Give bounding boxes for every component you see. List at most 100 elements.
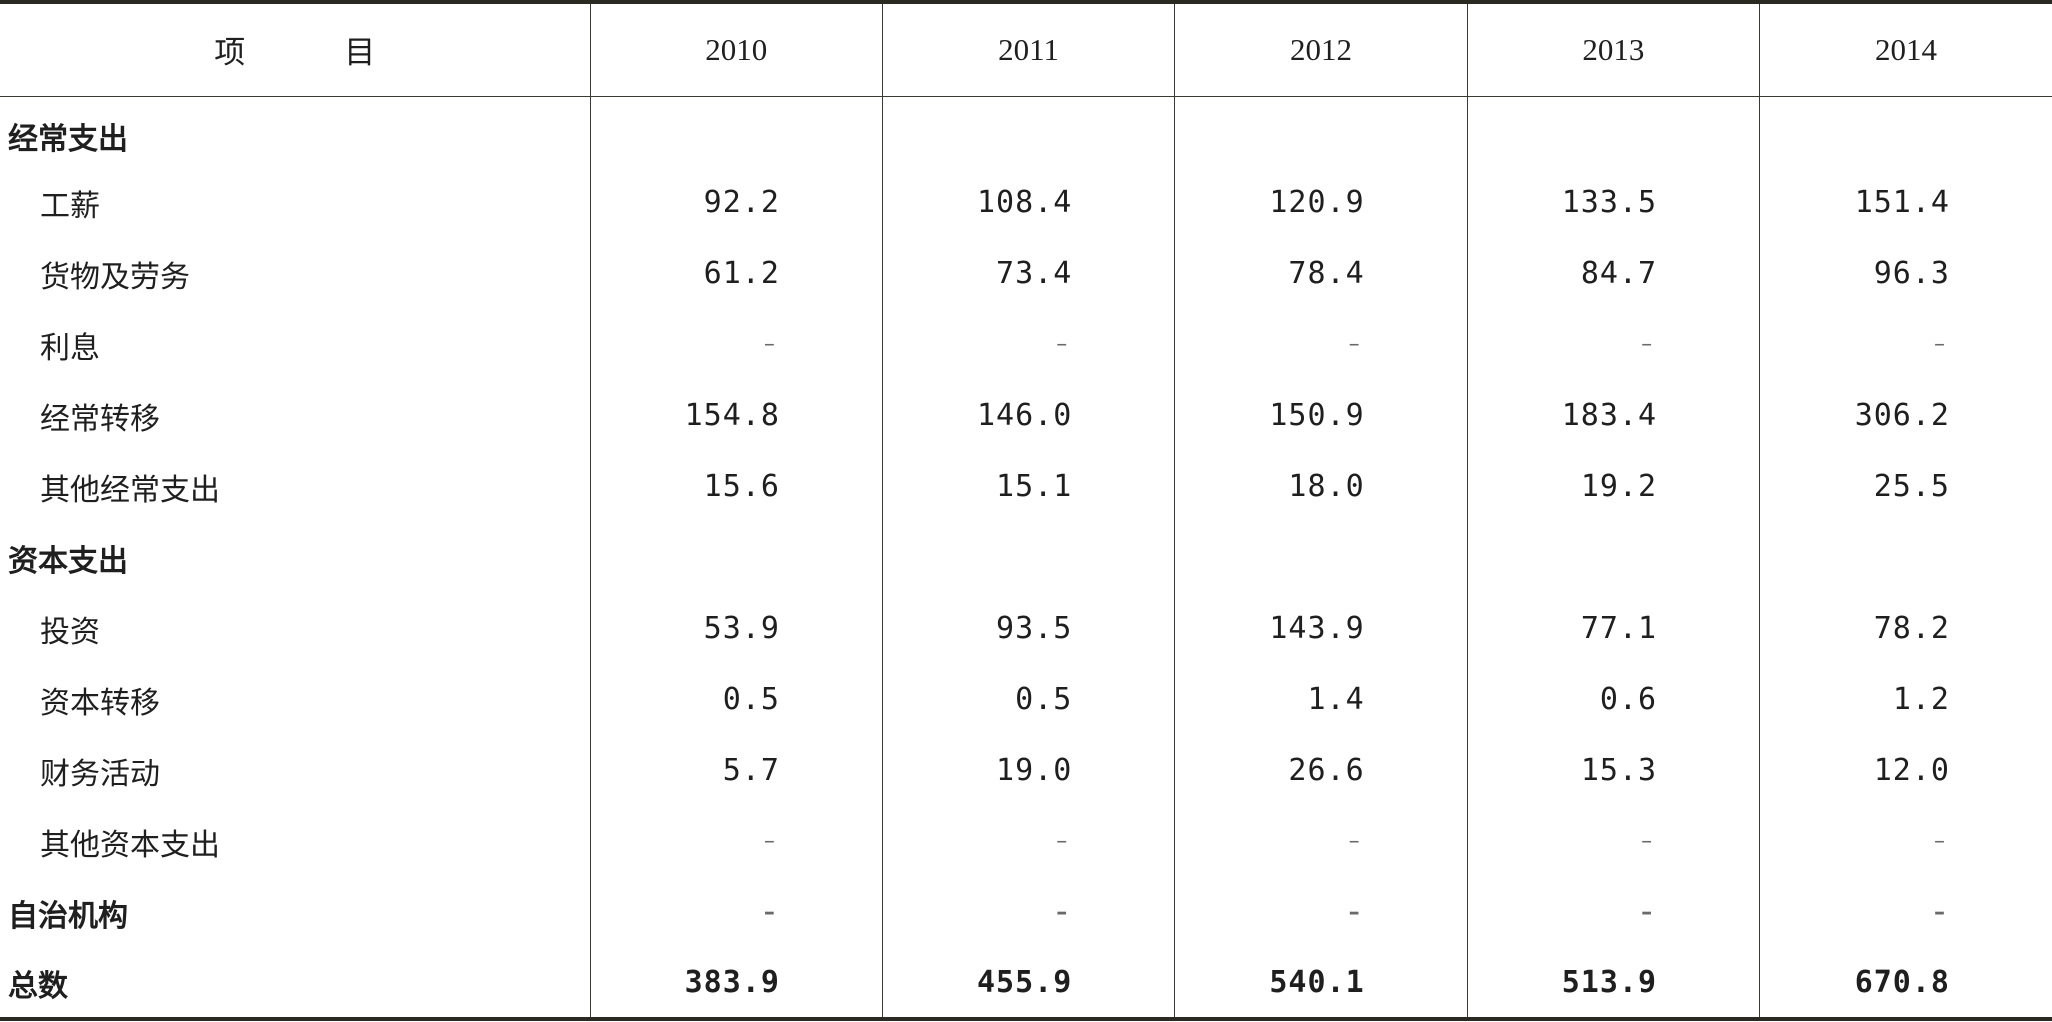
table-row: 资本转移 0.5 0.5 1.4 0.6 1.2 — [0, 664, 2052, 735]
value-cell: – — [1759, 806, 2052, 877]
row-label: 其他资本支出 — [40, 827, 220, 863]
value-cell — [1174, 522, 1468, 593]
header-year-2010: 2010 — [589, 0, 883, 97]
value-cell: 0.6 — [1466, 664, 1760, 735]
table-row: 货物及劳务 61.2 73.4 78.4 84.7 96.3 — [0, 238, 2052, 309]
header-year-2013: 2013 — [1466, 0, 1760, 97]
row-label: 总数 — [0, 948, 590, 1021]
value-cell: – — [1466, 806, 1760, 877]
row-label: 利息 — [40, 330, 100, 366]
value-cell — [1174, 96, 1468, 167]
row-label: 货物及劳务 — [40, 259, 190, 295]
row-label: 投资 — [40, 614, 100, 650]
value-cell: 15.6 — [589, 451, 883, 522]
value-cell: 383.9 — [589, 948, 883, 1021]
header-year-2011: 2011 — [881, 0, 1175, 97]
value-cell: 146.0 — [881, 380, 1175, 451]
value-cell: 19.0 — [881, 735, 1175, 806]
header-row: 项 目 2010 2011 2012 2013 2014 — [0, 0, 2052, 97]
value-cell: 143.9 — [1174, 593, 1468, 664]
value-cell: – — [589, 806, 883, 877]
value-cell: 513.9 — [1466, 948, 1760, 1021]
value-cell: – — [1174, 877, 1468, 948]
value-cell: – — [1466, 877, 1760, 948]
value-cell — [881, 96, 1175, 167]
value-cell: 12.0 — [1759, 735, 2052, 806]
table-row: 财务活动 5.7 19.0 26.6 15.3 12.0 — [0, 735, 2052, 806]
table-body: 经常支出 工薪 92.2 108.4 120.9 133.5 151.4 货物及劳务 61.2 7… — [0, 96, 2052, 1021]
value-cell: – — [589, 309, 883, 380]
value-cell: 92.2 — [589, 167, 883, 238]
header-year-2014: 2014 — [1759, 0, 2052, 97]
row-label: 自治机构 — [8, 898, 128, 934]
value-cell: 1.4 — [1174, 664, 1468, 735]
value-cell: 15.3 — [1466, 735, 1760, 806]
row-label: 其他经常支出 — [40, 472, 220, 508]
value-cell: – — [1174, 806, 1468, 877]
table-row: 自治机构 – – – – – — [0, 877, 2052, 948]
value-cell: 670.8 — [1759, 948, 2052, 1021]
value-cell: 53.9 — [589, 593, 883, 664]
value-cell: 96.3 — [1759, 238, 2052, 309]
value-cell: 73.4 — [881, 238, 1175, 309]
row-label: 财务活动 — [40, 756, 160, 792]
value-cell: 540.1 — [1174, 948, 1468, 1021]
table-row: 投资 53.9 93.5 143.9 77.1 78.2 — [0, 593, 2052, 664]
value-cell: 455.9 — [881, 948, 1175, 1021]
value-cell: – — [1759, 309, 2052, 380]
value-cell: 19.2 — [1466, 451, 1760, 522]
value-cell — [1466, 522, 1760, 593]
row-label: 资本支出 — [8, 543, 128, 579]
table-row: 经常转移 154.8 146.0 150.9 183.4 306.2 — [0, 380, 2052, 451]
value-cell: 0.5 — [881, 664, 1175, 735]
header-item: 项 目 — [0, 0, 590, 97]
header-year-label: 2014 — [1875, 31, 1938, 67]
header-year-label: 2013 — [1582, 31, 1645, 67]
value-cell: – — [881, 877, 1175, 948]
table-row: 其他资本支出 – – – – – — [0, 806, 2052, 877]
value-cell: 15.1 — [881, 451, 1175, 522]
value-cell: – — [881, 309, 1175, 380]
value-cell: 18.0 — [1174, 451, 1468, 522]
value-cell — [1466, 96, 1760, 167]
table-row: 利息 – – – – – — [0, 309, 2052, 380]
value-cell: 77.1 — [1466, 593, 1760, 664]
value-cell: 25.5 — [1759, 451, 2052, 522]
table-row: 资本支出 — [0, 522, 2052, 593]
value-cell: 84.7 — [1466, 238, 1760, 309]
value-cell: – — [1759, 877, 2052, 948]
header-year-label: 2012 — [1289, 31, 1352, 67]
value-cell: 61.2 — [589, 238, 883, 309]
table-row: 其他经常支出 15.6 15.1 18.0 19.2 25.5 — [0, 451, 2052, 522]
value-cell — [1759, 522, 2052, 593]
value-cell: 1.2 — [1759, 664, 2052, 735]
value-cell: 26.6 — [1174, 735, 1468, 806]
row-label: 资本转移 — [40, 685, 160, 721]
table-row: 经常支出 — [0, 96, 2052, 167]
header-year-label: 2011 — [998, 31, 1060, 67]
table-row: 工薪 92.2 108.4 120.9 133.5 151.4 — [0, 167, 2052, 238]
value-cell: 0.5 — [589, 664, 883, 735]
value-cell — [589, 522, 883, 593]
header-year-2012: 2012 — [1174, 0, 1468, 97]
value-cell: 78.4 — [1174, 238, 1468, 309]
value-cell: 183.4 — [1466, 380, 1760, 451]
value-cell: 151.4 — [1759, 167, 2052, 238]
row-label: 经常支出 — [8, 121, 128, 157]
value-cell: – — [589, 877, 883, 948]
value-cell — [1759, 96, 2052, 167]
value-cell: 108.4 — [881, 167, 1175, 238]
value-cell — [589, 96, 883, 167]
value-cell: 5.7 — [589, 735, 883, 806]
table-row: 总数 383.9 455.9 540.1 513.9 670.8 — [0, 948, 2052, 1021]
value-cell: – — [1466, 309, 1760, 380]
value-cell: 150.9 — [1174, 380, 1468, 451]
value-cell: 306.2 — [1759, 380, 2052, 451]
value-cell: 93.5 — [881, 593, 1175, 664]
value-cell: 154.8 — [589, 380, 883, 451]
table-header: 项 目 2010 2011 2012 2013 2014 — [0, 0, 2052, 97]
value-cell — [881, 522, 1175, 593]
header-item-label: 项 目 — [214, 35, 410, 71]
value-cell: 78.2 — [1759, 593, 2052, 664]
value-cell: – — [881, 806, 1175, 877]
